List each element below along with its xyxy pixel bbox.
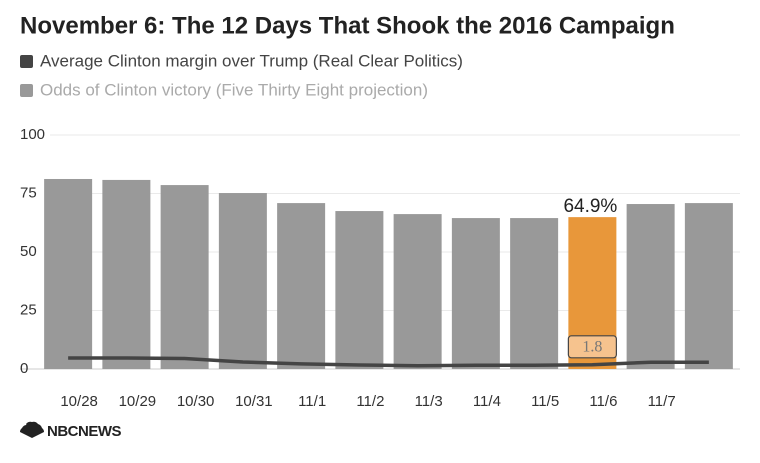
- bar: [218, 193, 267, 369]
- y-tick-label: 25: [20, 301, 37, 318]
- legend-swatch: [20, 84, 33, 97]
- bar: [684, 203, 733, 369]
- legend-label: Odds of Clinton victory (Five Thirty Eig…: [40, 80, 428, 99]
- bar: [277, 203, 326, 369]
- x-tick-label: 11/2: [356, 393, 384, 410]
- bar-value-label: 64.9%: [563, 196, 617, 217]
- line-value-label: 1.8: [582, 338, 602, 355]
- x-tick-label: 11/7: [648, 393, 676, 410]
- legend-swatch: [20, 55, 33, 68]
- x-tick-label: 10/28: [60, 393, 98, 410]
- y-tick-label: 50: [20, 243, 37, 260]
- y-tick-label: 75: [20, 184, 37, 201]
- bar: [102, 179, 151, 369]
- bar: [44, 178, 93, 369]
- source-logo: NBCNEWS: [47, 423, 121, 440]
- bar: [451, 218, 500, 369]
- bar: [160, 185, 209, 369]
- x-tick-label: 11/3: [415, 393, 443, 410]
- bar: [393, 214, 442, 369]
- chart-title: November 6: The 12 Days That Shook the 2…: [20, 12, 675, 39]
- x-tick-label: 11/5: [531, 393, 559, 410]
- x-tick-label: 10/31: [235, 393, 273, 410]
- x-tick-label: 11/4: [473, 393, 501, 410]
- y-tick-label: 100: [20, 126, 45, 143]
- legend-label: Average Clinton margin over Trump (Real …: [40, 51, 463, 70]
- logo-icon: [20, 421, 44, 438]
- line: [68, 356, 709, 368]
- line-label-box: [567, 335, 617, 359]
- y-tick-label: 0: [20, 360, 28, 377]
- x-tick-label: 10/29: [119, 393, 157, 410]
- bar: [626, 204, 675, 369]
- x-tick-label: 11/6: [589, 393, 617, 410]
- x-tick-label: 10/30: [177, 393, 215, 410]
- bar: [335, 211, 384, 369]
- x-tick-label: 11/1: [298, 393, 326, 410]
- bar: [510, 218, 559, 369]
